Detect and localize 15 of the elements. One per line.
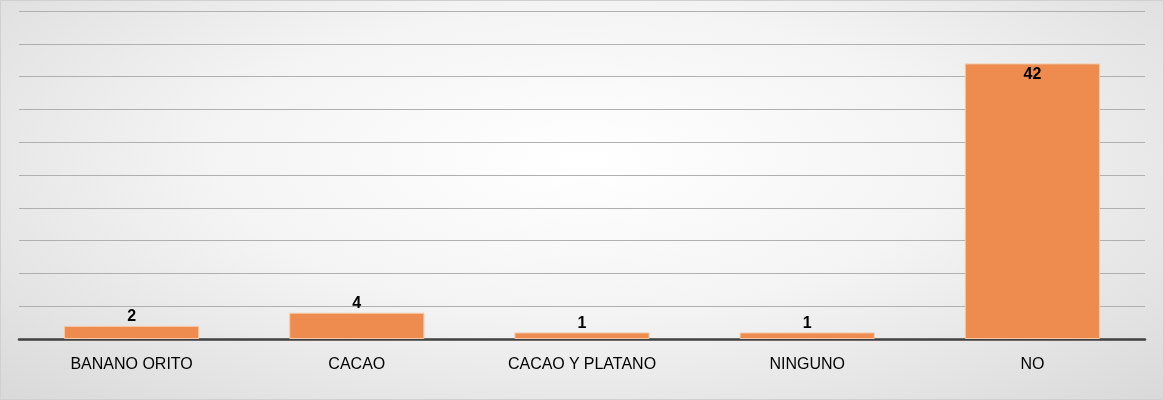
x-tick-label: CACAO Y PLATANO — [507, 354, 657, 372]
data-label: 2 — [127, 307, 137, 325]
x-tick-label: NINGUNO — [769, 354, 845, 372]
x-tick-label: BANANO ORITO — [70, 354, 193, 372]
bar — [964, 63, 1100, 339]
data-label: 1 — [802, 313, 812, 331]
x-tick-label: NO — [1020, 354, 1045, 372]
data-label: 42 — [1023, 64, 1042, 82]
data-label: 4 — [352, 294, 362, 312]
bar — [289, 312, 425, 339]
bar — [64, 325, 200, 339]
data-label: 1 — [577, 313, 587, 331]
bar — [739, 332, 875, 339]
bar — [514, 332, 650, 339]
x-tick-label: CACAO — [328, 354, 386, 372]
